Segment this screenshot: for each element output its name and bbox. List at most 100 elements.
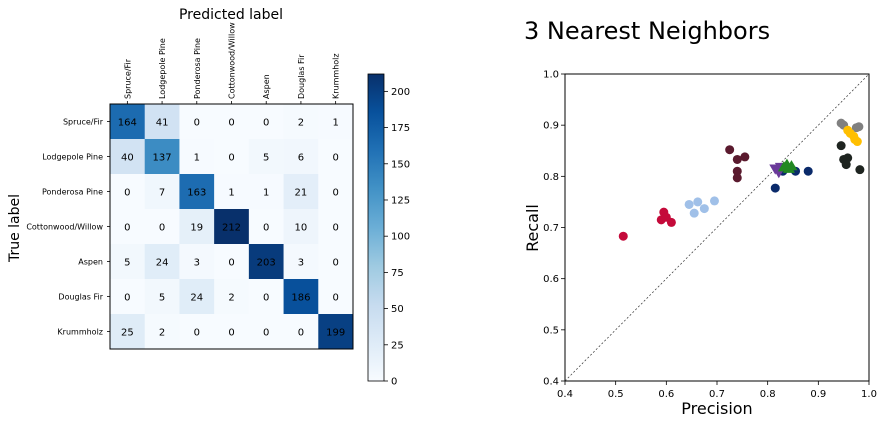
heatmap-cell-value: 40: [121, 153, 134, 164]
heatmap-cell: [144, 279, 180, 315]
colorbar-tick-label: 75: [391, 268, 404, 279]
heatmap-y-tick-label: Ponderosa Pine: [42, 188, 103, 197]
heatmap-cell-value: 1: [194, 153, 200, 164]
heatmap-cell: [318, 314, 354, 350]
diagonal-reference-line: [564, 73, 870, 382]
heatmap-cell: [214, 209, 250, 245]
heatmap-cell: [144, 139, 180, 175]
heatmap-cell: [110, 174, 146, 210]
heatmap-cell-value: 0: [228, 153, 234, 164]
heatmap-cell-value: 0: [124, 293, 130, 304]
scatter-point: [854, 122, 864, 132]
heatmap-cell: [248, 139, 284, 175]
heatmap-cell: [248, 244, 284, 280]
heatmap-cell: [110, 244, 146, 280]
heatmap-cell-value: 163: [187, 188, 206, 199]
heatmap-cell: [110, 139, 146, 175]
scatter-y-tick-label: 0.4: [543, 377, 559, 388]
heatmap-cell-value: 0: [263, 223, 269, 234]
heatmap-cell-value: 2: [228, 293, 234, 304]
scatter-title: 3 Nearest Neighbors: [524, 17, 770, 45]
heatmap-cell-value: 2: [159, 328, 165, 339]
scatter-x-tick-label: 0.6: [658, 389, 674, 400]
heatmap-cell-value: 41: [156, 118, 169, 129]
scatter-point: [699, 204, 709, 214]
heatmap-cell: [110, 279, 146, 315]
heatmap-cell: [318, 279, 354, 315]
heatmap-x-tick-label: Krummholz: [332, 53, 341, 99]
heatmap-cell-value: 0: [194, 328, 200, 339]
heatmap-cell: [318, 209, 354, 245]
heatmap-cell: [179, 244, 215, 280]
heatmap-cell-value: 0: [263, 293, 269, 304]
heatmap-cell-value: 10: [295, 223, 308, 234]
heatmap-cell-value: 0: [263, 328, 269, 339]
heatmap-cell: [179, 174, 215, 210]
heatmap-cell-value: 21: [295, 188, 308, 199]
heatmap-cell: [144, 209, 180, 245]
heatmap-cell: [179, 209, 215, 245]
heatmap-x-tick-label: Ponderosa Pine: [193, 38, 202, 99]
heatmap-cell: [214, 314, 250, 350]
scatter-points: [618, 118, 865, 241]
heatmap-cell: [318, 104, 354, 140]
heatmap-cell: [214, 139, 250, 175]
heatmap-y-tick-label: Douglas Fir: [58, 293, 103, 302]
heatmap-cell-value: 0: [194, 118, 200, 129]
scatter-point: [709, 196, 719, 206]
colorbar-tick-label: 25: [391, 340, 404, 351]
heatmap-ylabel: True label: [7, 194, 23, 263]
scatter-point: [684, 199, 694, 209]
heatmap-cell-value: 0: [332, 153, 338, 164]
heatmap-x-tick-label: Lodgepole Pine: [158, 38, 167, 99]
heatmap-cell: [283, 104, 319, 140]
heatmap-cell-value: 3: [298, 258, 304, 269]
scatter-point: [836, 141, 846, 151]
heatmap-y-tick-label: Krummholz: [57, 328, 103, 337]
heatmap-cell-value: 1: [263, 188, 269, 199]
heatmap-x-tick-labels: Spruce/Fir Lodgepole Pine Ponderosa Pine Co…: [123, 22, 341, 104]
scatter-x-tick-label: 0.7: [709, 389, 725, 400]
heatmap-cell-value: 0: [159, 223, 165, 234]
scatter-point: [725, 145, 735, 155]
scatter-y-tick-label: 1.0: [543, 70, 559, 81]
heatmap-cell: [318, 174, 354, 210]
heatmap-cell-value: 3: [194, 258, 200, 269]
scatter-point: [666, 217, 676, 227]
scatter-x-tick-label: 0.4: [557, 389, 573, 400]
heatmap-cell: [283, 174, 319, 210]
scatter-point: [803, 166, 813, 176]
heatmap-x-tick-label: Cottonwood/Willow: [228, 22, 237, 99]
heatmap-cell: [144, 104, 180, 140]
heatmap-cell: [248, 174, 284, 210]
scatter-y-tick-label: 0.9: [543, 121, 559, 132]
heatmap-cell: [179, 279, 215, 315]
colorbar-tick-label: 125: [391, 195, 410, 206]
heatmap-frame: [109, 103, 354, 350]
heatmap-cell: [283, 279, 319, 315]
heatmap-y-tick-label: Aspen: [78, 258, 103, 267]
scatter-plot: 3 Nearest Neighbors 0.4 0.5 0.6 0.7 0.8 0.9 1.…: [523, 17, 877, 418]
heatmap-cell-value: 25: [121, 328, 134, 339]
heatmap-cell-value: 0: [124, 188, 130, 199]
scatter-x-tick-label: 0.8: [760, 389, 776, 400]
heatmap-cell-value: 5: [124, 258, 130, 269]
confusion-matrix: Predicted label True label 164 41 0 0 0 2 140 1…: [7, 7, 354, 350]
heatmap-cell: [248, 279, 284, 315]
heatmap-cell: [214, 279, 250, 315]
scatter-y-tick-label: 0.7: [543, 223, 559, 234]
heatmap-cell-value: 203: [257, 258, 276, 269]
scatter-point: [740, 152, 750, 162]
colorbar-tick-label: 100: [391, 232, 410, 243]
heatmap-cell: [283, 209, 319, 245]
heatmap-cell-value: 24: [190, 293, 203, 304]
scatter-y-tick-label: 0.6: [543, 274, 559, 285]
heatmap-cell: [248, 314, 284, 350]
heatmap-cell: [179, 104, 215, 140]
heatmap-cell-value: 1: [332, 118, 338, 129]
scatter-point: [693, 197, 703, 207]
heatmap-y-tick-labels: Spruce/Fir Lodgepole Pine Ponderosa Pine Co…: [26, 118, 110, 337]
scatter-x-tick-label: 1.0: [861, 389, 877, 400]
heatmap-cell: [179, 139, 215, 175]
colorbar-tick-label: 0: [391, 377, 397, 388]
